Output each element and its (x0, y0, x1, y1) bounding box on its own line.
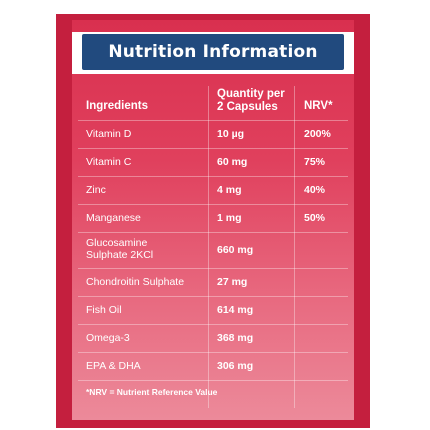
ingredient-quantity: 60 mg (217, 156, 248, 168)
ingredient-quantity: 614 mg (217, 304, 254, 316)
ingredient-name: Vitamin C (86, 156, 132, 168)
nutrition-panel: Nutrition Information Ingredients Quanti… (72, 20, 354, 420)
ingredient-name-line2: Sulphate 2KCl (86, 249, 154, 261)
ingredient-nrv: 40% (304, 184, 326, 196)
ingredient-name: Vitamin D (86, 128, 132, 140)
column-header-quantity-line1: Quantity per (217, 88, 285, 100)
ingredient-quantity: 368 mg (217, 332, 254, 344)
ingredient-quantity: 4 mg (217, 184, 242, 196)
row-divider (78, 352, 348, 353)
row-divider (78, 268, 348, 269)
ingredient-name-line1: Glucosamine (86, 237, 148, 249)
column-header-quantity: Quantity per 2 Capsules (217, 88, 285, 114)
row-divider (78, 232, 348, 233)
column-header-nrv: NRV* (304, 100, 333, 112)
row-divider (78, 324, 348, 325)
ingredient-name: Manganese (86, 212, 141, 224)
panel-title: Nutrition Information (108, 42, 318, 62)
ingredient-name: Chondroitin Sulphate (86, 276, 185, 288)
row-divider (78, 120, 348, 121)
row-divider (78, 380, 348, 381)
ingredient-quantity: 10 µg (217, 128, 245, 140)
row-divider (78, 204, 348, 205)
footnote: *NRV = Nutrient Reference Value (86, 387, 218, 397)
column-divider (294, 86, 295, 408)
column-header-ingredients: Ingredients (86, 100, 148, 112)
row-divider (78, 176, 348, 177)
ingredient-nrv: 75% (304, 156, 326, 168)
ingredient-quantity: 306 mg (217, 360, 254, 372)
ingredient-name: Glucosamine Sulphate 2KCl (86, 237, 153, 261)
ingredient-quantity: 1 mg (217, 212, 242, 224)
row-divider (78, 296, 348, 297)
ingredient-quantity: 660 mg (217, 244, 254, 256)
column-header-quantity-line2: 2 Capsules (217, 101, 278, 113)
ingredient-nrv: 200% (304, 128, 331, 140)
ingredient-name: Fish Oil (86, 304, 122, 316)
ingredient-nrv: 50% (304, 212, 326, 224)
ingredient-name: EPA & DHA (86, 360, 141, 372)
column-divider (208, 86, 209, 408)
ingredient-quantity: 27 mg (217, 276, 248, 288)
row-divider (78, 148, 348, 149)
ingredient-name: Omega-3 (86, 332, 130, 344)
ingredient-name: Zinc (86, 184, 106, 196)
header-bar: Nutrition Information (82, 34, 344, 70)
